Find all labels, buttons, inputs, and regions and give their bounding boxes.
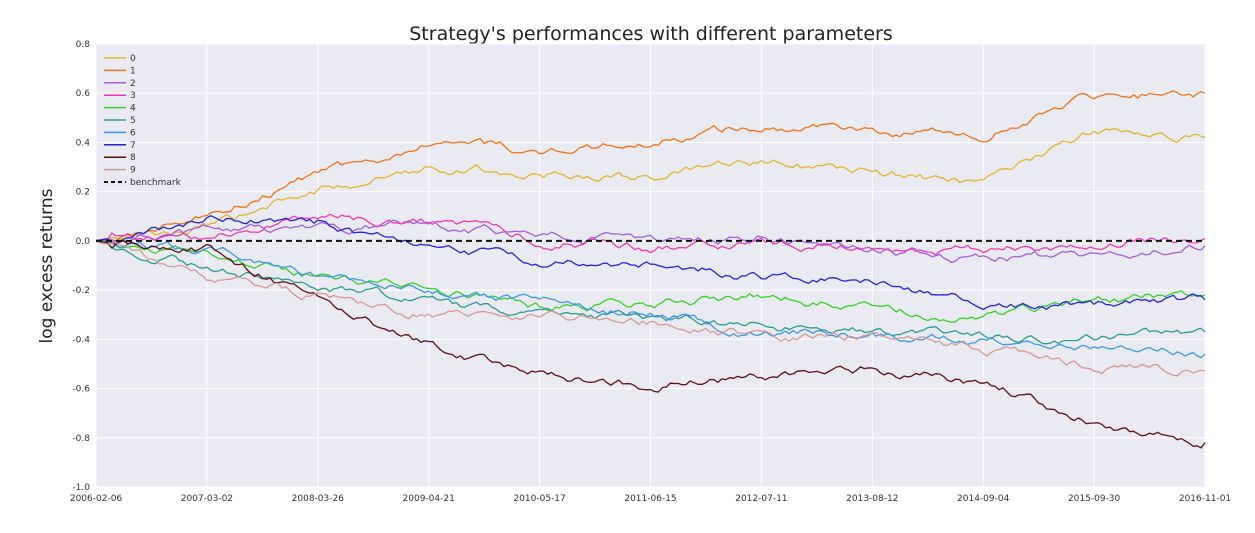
legend-label-benchmark: benchmark [130,178,182,188]
x-tick-label: 2009-04-21 [403,494,455,504]
y-axis-label: log excess returns [37,188,57,343]
series-line-1 [95,90,1206,243]
y-tick-label: -1.0 [72,483,90,493]
legend-label-3: 3 [130,91,136,101]
legend-label-9: 9 [130,166,136,176]
series-line-5 [95,240,1206,345]
y-tick-label: -0.8 [72,434,90,444]
legend-label-8: 8 [130,153,136,163]
series-lines [95,90,1206,449]
grid-lines [95,43,1206,488]
series-line-6 [95,240,1206,359]
x-tick-label: 2013-08-12 [846,494,898,504]
chart-title: Strategy's performances with different p… [409,23,892,45]
series-line-2 [95,219,1206,264]
x-tick-label: 2015-09-30 [1068,494,1121,504]
y-tick-label: 0.2 [76,188,90,198]
legend-label-1: 1 [130,66,136,76]
y-tick-label: 0.8 [76,40,91,50]
y-tick-label: -0.4 [72,335,90,345]
x-tick-label: 2016-11-01 [1179,494,1231,504]
legend-label-7: 7 [130,141,136,151]
x-tick-label: 2014-09-04 [957,494,1010,504]
legend-label-4: 4 [130,104,136,114]
legend-label-2: 2 [130,79,136,89]
x-tick-label: 2012-07-11 [735,494,787,504]
x-tick-label: 2006-02-06 [70,494,123,504]
y-tick-labels: 0.8 0.6 0.4 0.2 0.0 -0.2 -0.4 -0.6 -0.8 -1.0 [72,40,90,493]
series-line-9 [95,240,1206,377]
x-tick-label: 2010-05-17 [513,494,565,504]
series-line-7 [95,215,1206,311]
x-tick-label: 2011-06-15 [624,494,676,504]
series-line-8 [95,240,1206,449]
legend-label-5: 5 [130,116,136,126]
y-tick-label: 0.6 [76,89,91,99]
series-line-3 [95,213,1206,256]
x-tick-label: 2007-03-02 [181,494,233,504]
y-tick-label: -0.2 [72,286,90,296]
legend: 0 1 2 3 4 5 6 7 8 9 benchmark [104,54,182,188]
y-tick-label: 0.0 [76,237,91,247]
y-tick-label: 0.4 [76,138,91,148]
x-tick-label: 2008-03-26 [292,494,345,504]
y-tick-label: -0.6 [72,385,90,395]
legend-label-0: 0 [130,54,136,64]
legend-label-6: 6 [130,128,136,138]
series-line-0 [95,128,1206,242]
x-tick-labels: 2006-02-06 2007-03-02 2008-03-26 2009-04-21… [70,494,1231,504]
